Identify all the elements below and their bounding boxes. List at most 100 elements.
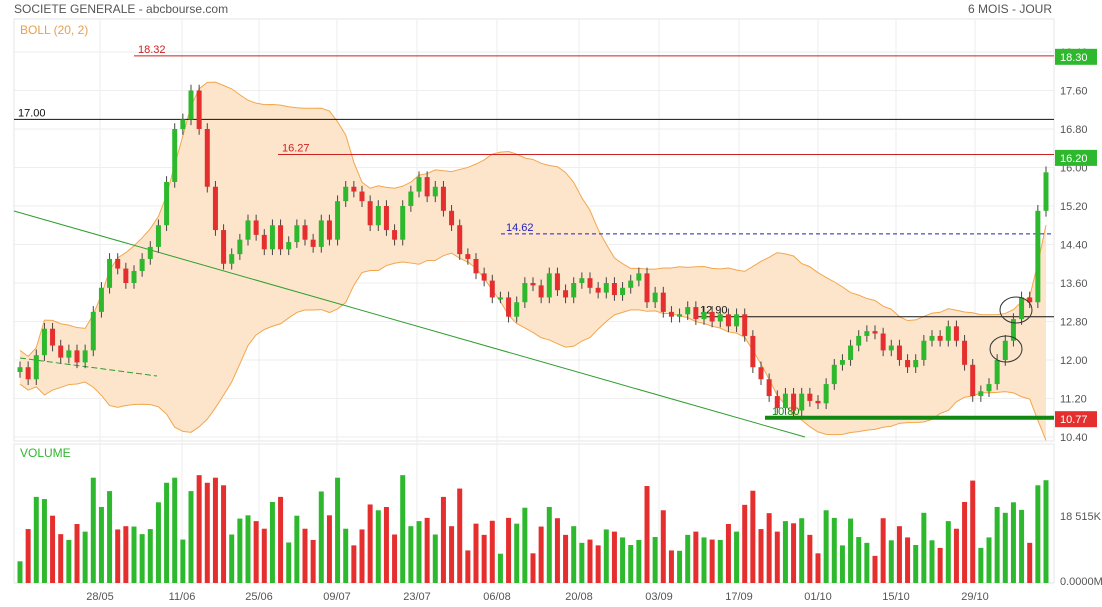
volume-bar <box>815 553 821 583</box>
volume-bar <box>408 526 414 583</box>
candle-body <box>677 314 683 317</box>
candle-body <box>660 292 666 312</box>
candle-body <box>335 201 341 240</box>
x-tick-label: 15/10 <box>882 591 910 603</box>
volume-bar <box>294 515 300 583</box>
volume-bar <box>237 518 243 583</box>
candle-body <box>725 314 731 327</box>
volume-bar <box>766 513 772 583</box>
volume-bar <box>644 486 650 583</box>
candle-body <box>628 280 634 288</box>
candle-body <box>839 360 845 365</box>
volume-bar <box>1035 485 1041 583</box>
candle-body <box>139 258 145 271</box>
candle-body <box>652 292 658 303</box>
volume-bar <box>172 477 178 583</box>
volume-bar <box>725 524 731 583</box>
level-label: 16.27 <box>282 143 310 155</box>
y-tick-label: 15.20 <box>1060 201 1088 213</box>
volume-bar <box>856 537 862 583</box>
volume-bar <box>945 521 951 583</box>
candle-body <box>872 331 878 334</box>
candle-body <box>473 258 479 274</box>
candle-body <box>945 326 951 341</box>
volume-bar <box>848 518 854 583</box>
candle-body <box>155 225 161 247</box>
candle-body <box>196 90 202 129</box>
candle-body <box>701 311 707 320</box>
candle-body <box>261 234 267 250</box>
candle-body <box>440 186 446 211</box>
y-tick-label: 10.40 <box>1060 432 1088 444</box>
candle-body <box>25 367 31 380</box>
band-lower <box>19 252 1047 441</box>
volume-bar <box>253 521 259 583</box>
x-tick-label: 23/07 <box>403 591 431 603</box>
volume-bar <box>131 526 137 583</box>
volume-bar <box>978 547 984 583</box>
candle-body <box>603 283 609 293</box>
candle-body <box>782 393 788 409</box>
candle-body <box>538 285 544 298</box>
candle-body <box>929 335 935 341</box>
trendline-short <box>19 357 158 377</box>
volume-bar <box>318 491 324 583</box>
candle-body <box>905 360 911 368</box>
price-tags: 18.30 16.20 10.77 <box>1055 48 1097 428</box>
y-tick-label: 11.20 <box>1060 394 1087 406</box>
volume-bar <box>269 501 275 583</box>
indicator-label: BOLL (20, 2) <box>20 23 88 37</box>
x-tick-label: 20/08 <box>565 591 593 603</box>
candle-body <box>343 186 349 202</box>
x-axis-ticks: 28/05 11/06 25/06 09/07 23/07 06/08 20/08 03/09… <box>86 591 989 603</box>
volume-bar <box>440 496 446 583</box>
volume-bar <box>953 528 959 583</box>
volume-bar <box>660 510 666 583</box>
candle-body <box>799 393 805 411</box>
candle-body <box>856 335 862 346</box>
level-label: 14.62 <box>506 222 534 234</box>
volume-bar <box>90 477 96 583</box>
x-tick-label: 25/06 <box>245 591 273 603</box>
candle-body <box>514 302 520 317</box>
volume-bar <box>774 531 780 583</box>
volume-bar <box>530 553 536 583</box>
volume-bar <box>994 507 1000 583</box>
candle-body <box>33 355 39 380</box>
y-tick-label: 17.60 <box>1060 86 1088 98</box>
candle-body <box>758 367 764 380</box>
candle-body <box>685 307 691 315</box>
volume-bar <box>913 545 919 583</box>
volume-bar <box>709 539 715 583</box>
candle-body <box>750 335 756 368</box>
volume-bar <box>41 499 47 583</box>
volume-bar <box>611 531 617 583</box>
y-axis-ticks: 10.4011.2012.0012.8013.6014.4015.2016.00… <box>1060 47 1102 588</box>
volume-bar <box>929 540 935 583</box>
candle-body <box>408 191 414 206</box>
candle-body <box>888 345 894 351</box>
candle-body <box>66 350 72 358</box>
volume-bar <box>432 534 438 583</box>
candle-body <box>457 225 463 255</box>
candle-body <box>41 328 47 356</box>
candle-body <box>17 367 23 373</box>
candle-body <box>717 314 723 322</box>
volume-bar <box>791 523 797 583</box>
candle-body <box>221 230 227 264</box>
volume-bar <box>302 528 308 583</box>
candle-body <box>131 270 137 283</box>
price-tag-label: 18.30 <box>1060 52 1088 64</box>
candle-body <box>318 220 324 247</box>
volume-bar <box>50 515 56 583</box>
price-tag <box>1055 48 1097 65</box>
volume-bar <box>326 515 332 583</box>
volume-bar <box>383 507 389 583</box>
volume-bar <box>758 529 764 583</box>
candle-body <box>294 225 300 243</box>
volume-bar <box>343 528 349 583</box>
volume-bar <box>180 539 186 583</box>
volume-bar <box>571 526 577 583</box>
candle-body <box>978 391 984 397</box>
candle-body <box>98 287 104 312</box>
